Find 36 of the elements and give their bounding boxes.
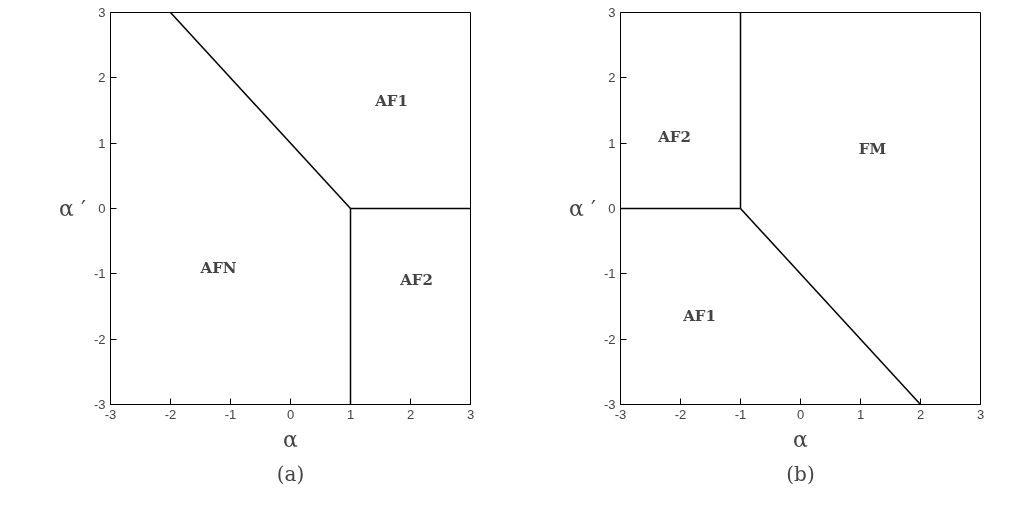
x-tick-label: 0 bbox=[286, 406, 295, 422]
x-tick-label: -1 bbox=[734, 406, 747, 422]
x-axis-title: α bbox=[793, 426, 809, 452]
text: (b) bbox=[786, 461, 815, 486]
y-tick-label: 3 bbox=[608, 5, 616, 20]
y-tick-label: 0 bbox=[608, 201, 616, 216]
x-tick-label: -2 bbox=[674, 406, 687, 422]
annotation: AF2 bbox=[657, 127, 691, 146]
x-tick-label: 0 bbox=[796, 406, 805, 422]
x-tick-label: 3 bbox=[976, 406, 985, 422]
x-tick-label: 3 bbox=[466, 406, 475, 422]
annotation: FM bbox=[858, 139, 887, 158]
y-tick-label: 1 bbox=[98, 135, 106, 151]
x-tick-label: -1 bbox=[224, 406, 237, 422]
y-tick-label: -1 bbox=[603, 266, 616, 282]
x-axis-title: α bbox=[283, 426, 299, 452]
y-tick-label: -2 bbox=[603, 331, 616, 347]
y-tick-label: -2 bbox=[93, 331, 106, 347]
y-tick-label: 1 bbox=[608, 135, 616, 151]
y-tick-label: -1 bbox=[93, 266, 106, 282]
y-tick-label: 2 bbox=[608, 70, 616, 86]
x-tick-label: 2 bbox=[916, 406, 925, 422]
y-tick-label: 3 bbox=[98, 5, 106, 20]
annotation: AF1 bbox=[374, 91, 408, 110]
annotation: AF2 bbox=[399, 271, 433, 290]
x-tick-label: 1 bbox=[856, 406, 865, 422]
x-tick-label: 1 bbox=[346, 406, 355, 422]
y-axis-title: α ′ bbox=[59, 196, 86, 221]
y-tick-label: 0 bbox=[98, 201, 106, 216]
y-tick-label: 2 bbox=[98, 70, 106, 86]
annotation: AFN bbox=[199, 259, 237, 278]
y-axis-title: α ′ bbox=[569, 196, 596, 221]
text: (a) bbox=[276, 461, 305, 486]
x-tick-label: 2 bbox=[406, 406, 415, 422]
annotation: AF1 bbox=[682, 307, 716, 326]
x-tick-label: -2 bbox=[164, 406, 177, 422]
